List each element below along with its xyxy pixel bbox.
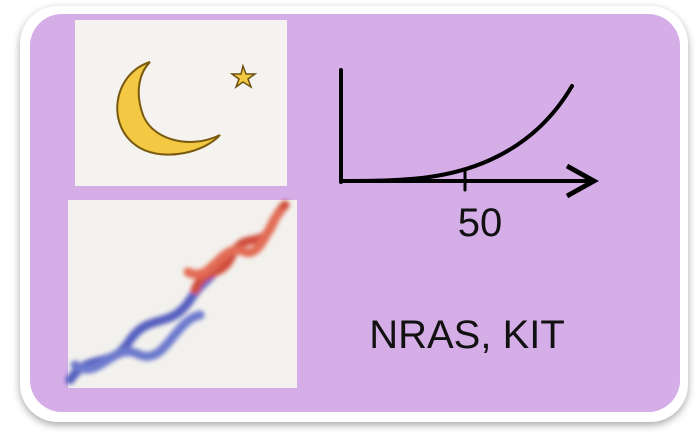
genes-label: NRAS, KIT bbox=[369, 313, 565, 357]
page: 50 NRAS, KIT (() => { const data = JSON.… bbox=[0, 0, 698, 433]
slide: 50 NRAS, KIT bbox=[0, 0, 698, 433]
axis-tick-label: 50 bbox=[458, 201, 503, 245]
moon-picture bbox=[75, 20, 287, 186]
dna-picture bbox=[68, 200, 297, 388]
